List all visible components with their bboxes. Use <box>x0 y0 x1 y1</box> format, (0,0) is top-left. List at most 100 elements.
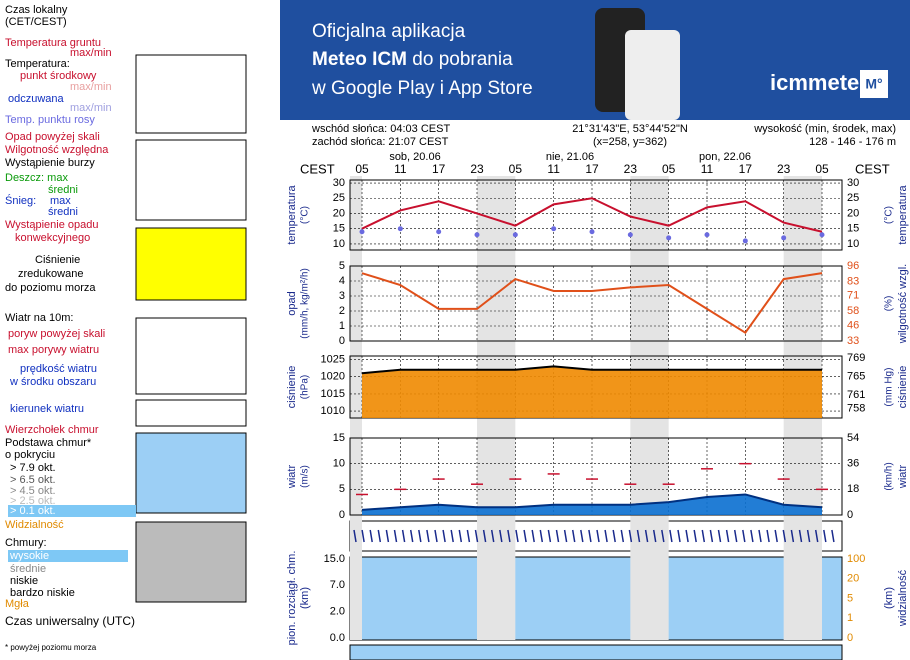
y2-tick-label: 1 <box>847 612 853 624</box>
legend-text: niskie <box>10 575 38 587</box>
dew-point <box>819 232 825 238</box>
y2-tick-label: 18 <box>847 483 859 495</box>
tz: CEST <box>855 161 890 176</box>
y-tick-label: 5 <box>339 483 345 495</box>
wind-arrow <box>661 529 665 543</box>
dew-point <box>781 235 787 241</box>
legend-text: > 2.5 okt. <box>10 495 56 507</box>
wind-arrow <box>806 529 811 543</box>
mini-panel <box>135 54 247 134</box>
y2-tick-label: 765 <box>847 371 865 383</box>
wind-arrow <box>725 529 730 543</box>
y-tick-label: 25 <box>333 192 345 204</box>
tz: CEST <box>300 161 335 176</box>
line <box>361 272 823 335</box>
legend-text: Chmury: <box>5 537 47 549</box>
x-tick-label: 23 <box>470 162 484 176</box>
wind-arrow <box>482 529 487 543</box>
dew-point <box>627 232 633 238</box>
banner-text: Meteo ICM do pobrania <box>312 49 513 70</box>
day: sob, 20.06 <box>389 151 440 163</box>
y2-tick-label: 25 <box>847 192 859 204</box>
axis-label: wilgotność wzgl. <box>897 264 909 344</box>
y-tick-label: 5 <box>339 260 345 272</box>
wind-arrow <box>490 529 495 543</box>
sunrise: wschód słońca: 04:03 CEST <box>311 123 450 135</box>
sunset: zachód słońca: 21:07 CEST <box>312 136 449 148</box>
wind-arrow <box>426 529 430 543</box>
dew-point <box>436 229 442 235</box>
x-tick-label: 05 <box>662 162 676 176</box>
axis-unit: (hPa) <box>300 375 311 399</box>
y2-tick-label: 30 <box>847 177 859 189</box>
wind-arrow <box>814 529 819 543</box>
wind-arrow <box>652 529 657 543</box>
axis-unit: (m/s) <box>300 465 311 488</box>
axis-label: opad <box>286 291 298 315</box>
axis-label: (km) <box>299 587 311 609</box>
dew-point <box>704 232 710 238</box>
wind-arrow <box>523 529 527 543</box>
y-tick-label: 2.0 <box>330 606 345 618</box>
axis-unit: (km/h) <box>884 462 895 490</box>
elevation-label: wysokość (min, środek, max) <box>753 123 896 135</box>
y-tick-label: 30 <box>333 177 345 189</box>
legend-text: Wystąpienie burzy <box>5 157 95 169</box>
y-tick-label: 2 <box>339 305 345 317</box>
y-tick-label: 0 <box>339 509 345 521</box>
wind-arrow <box>580 529 584 543</box>
wind-arrow <box>401 529 406 543</box>
x-tick-label: 23 <box>777 162 791 176</box>
wind-arrow <box>620 529 625 543</box>
legend-text: max porywy wiatru <box>8 344 99 356</box>
wind-arrow <box>782 529 787 543</box>
legend-text: (CET/CEST) <box>5 16 67 28</box>
grid-point: (x=258, y=362) <box>593 136 667 148</box>
wind-arrow <box>418 529 422 543</box>
wind-arrow <box>831 529 835 543</box>
legend-text: Widzialność <box>5 519 64 531</box>
wind-arrow <box>766 529 770 543</box>
y2-tick-label: 33 <box>847 335 859 347</box>
y2-tick-label: 58 <box>847 305 859 317</box>
y2-tick-label: 15 <box>847 223 859 235</box>
y2-tick-label: 100 <box>847 553 865 565</box>
y2-tick-label: 36 <box>847 458 859 470</box>
axis-label: wiatr <box>286 465 298 490</box>
y-tick-label: 1025 <box>321 353 345 365</box>
legend-text: średni <box>48 184 78 196</box>
y-tick-label: 0 <box>339 335 345 347</box>
wind-arrow <box>450 529 454 543</box>
legend-text: > 6.5 okt. <box>10 474 56 486</box>
legend-text: średnie <box>10 563 46 575</box>
wind-arrow <box>823 529 827 543</box>
night-band <box>350 176 362 640</box>
y-tick-label: 15 <box>333 432 345 444</box>
y2-tick-label: 0 <box>847 632 853 644</box>
x-tick-label: 23 <box>624 162 638 176</box>
y-tick-label: 15.0 <box>324 553 345 565</box>
legend-text: Opad powyżej skali <box>5 131 100 143</box>
wind-arrow <box>717 529 722 543</box>
y-tick-label: 3 <box>339 290 345 302</box>
wind-arrow <box>442 529 446 543</box>
banner-text: Oficjalna aplikacja <box>312 21 466 42</box>
x-tick-label: 05 <box>815 162 829 176</box>
logo: icmmeteo <box>770 70 873 95</box>
wind-arrow <box>790 529 795 543</box>
legend-text: Temperatura: <box>5 58 70 70</box>
phone <box>625 30 680 120</box>
wind-arrow <box>774 529 778 543</box>
wind-arrow <box>539 529 544 543</box>
y-tick-label: 1010 <box>321 405 345 417</box>
dew-point <box>359 229 365 235</box>
legend-text: Deszcz: max <box>5 172 68 184</box>
dew-point <box>474 232 480 238</box>
coords: 21°31'43"E, 53°44'52"N <box>572 123 688 135</box>
legend-text: Wierzchołek chmur <box>5 424 99 436</box>
y2-tick-label: 10 <box>847 238 859 250</box>
y-tick-label: 20 <box>333 207 345 219</box>
axis-label: wiatr <box>897 465 909 490</box>
axis-label: temperatura <box>286 184 298 244</box>
